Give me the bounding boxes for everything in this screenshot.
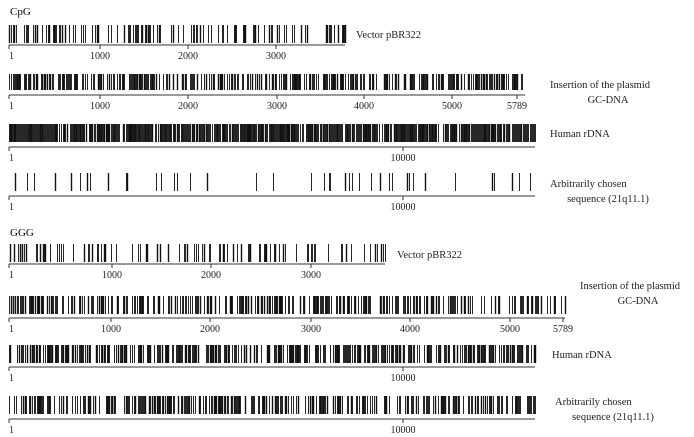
tick-label: 2000 <box>178 51 198 62</box>
track-label: GC-DNA <box>618 296 659 307</box>
tick-label: 2000 <box>200 324 220 335</box>
tick-label: 3000 <box>301 270 321 281</box>
track-label: GC-DNA <box>588 95 629 106</box>
tick-label: 1000 <box>102 270 122 281</box>
tick-label: 1 <box>9 101 14 112</box>
tick-label: 1000 <box>101 324 121 335</box>
tick-label: 3000 <box>301 324 321 335</box>
tick-label: 10000 <box>391 202 416 213</box>
track-label: sequence (21q11.1) <box>567 194 649 205</box>
tick-label: 10000 <box>391 373 416 384</box>
tick-label: 10000 <box>391 153 416 164</box>
tick-label: 2000 <box>178 101 198 112</box>
tick-label: 5789 <box>507 101 527 112</box>
tick-label: 1000 <box>90 51 110 62</box>
tick-label: 1 <box>9 153 14 164</box>
tick-label: 4000 <box>400 324 420 335</box>
track-label: Human rDNA <box>552 350 612 361</box>
tick-label: 4000 <box>354 101 374 112</box>
tick-label: 5000 <box>500 324 520 335</box>
tick-label: 1 <box>9 51 14 62</box>
track-label: Vector pBR322 <box>397 250 462 261</box>
section-title-ggg: GGG <box>10 227 34 239</box>
track-label: Arbitrarily chosen <box>555 397 632 408</box>
tick-label: 5000 <box>442 101 462 112</box>
tick-label: 3000 <box>266 51 286 62</box>
track-label: Arbitrarily chosen <box>550 179 627 190</box>
tick-label: 1 <box>9 202 14 213</box>
tick-label: 2000 <box>201 270 221 281</box>
tick-label: 1 <box>9 425 14 436</box>
track-label: Insertion of the plasmid <box>550 80 651 91</box>
tick-label: 10000 <box>391 425 416 436</box>
track-label: Vector pBR322 <box>356 30 421 41</box>
tick-label: 1 <box>9 324 14 335</box>
tick-label: 3000 <box>267 101 287 112</box>
tick-label: 1 <box>9 270 14 281</box>
section-title-cpg: CpG <box>10 6 31 18</box>
track-label: Insertion of the plasmid <box>580 281 681 292</box>
track-label: Human rDNA <box>550 129 610 140</box>
track-label: sequence (21q11.1) <box>572 412 654 423</box>
tick-label: 1 <box>9 373 14 384</box>
tick-label: 1000 <box>90 101 110 112</box>
tick-label: 5789 <box>553 324 573 335</box>
